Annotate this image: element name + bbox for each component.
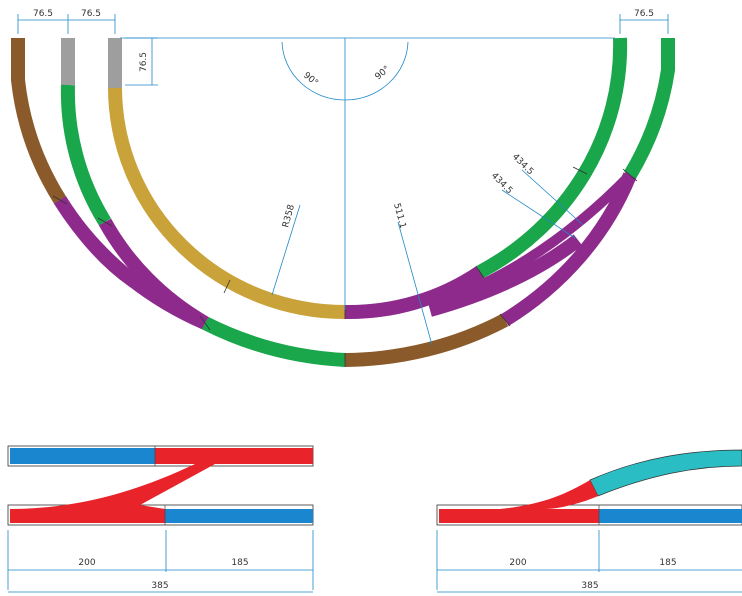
- radius-inner-leader: [271, 204, 301, 296]
- radius-middle-leader: [397, 221, 433, 346]
- switch-right-length-b: 185: [659, 558, 676, 568]
- outer-track-brown-bottom: [344, 313, 509, 367]
- radius-middle-label: 511.1: [391, 202, 407, 229]
- switch-left: 200 185 385: [7, 445, 314, 593]
- middle-track-green-left: [60, 84, 111, 226]
- switch-left-red-diverging: [10, 448, 313, 523]
- switch-right-red-diverging: [439, 480, 599, 523]
- gap-label-2: 76.5: [81, 9, 101, 19]
- angle-arc-right: [344, 41, 409, 101]
- middle-track-purple-crossover-right: [428, 234, 583, 317]
- inner-track-purple: [344, 266, 484, 320]
- radius-switch-a-leader: [521, 169, 584, 226]
- switch-left-blue-top: [10, 448, 155, 464]
- angle-arc-left: [281, 41, 346, 101]
- gap-dimensions: 76.5 76.5 76.5 76.5: [17, 9, 669, 86]
- outer-track-green-right: [623, 38, 675, 179]
- inner-track: [108, 38, 634, 320]
- switch-left-blue-bottom: [165, 509, 313, 523]
- radius-switch-b-leader: [501, 189, 576, 239]
- segment-joints: [52, 166, 638, 367]
- switch-right: 200 185 385: [436, 449, 742, 593]
- gap-label-right: 76.5: [634, 9, 654, 19]
- switch-left-total: 385: [151, 581, 168, 591]
- middle-track-purple-crossover-left: [54, 196, 139, 288]
- gap-label-1: 76.5: [33, 9, 53, 19]
- semicircle-layout: 90° 90° R358 511.1 434.5 434.5 76.5 76.5: [11, 9, 675, 367]
- outer-track-brown-left: [11, 38, 66, 204]
- switch-right-length-a: 200: [509, 558, 526, 568]
- inner-track-gold: [108, 87, 346, 319]
- switch-left-length-b: 185: [231, 558, 248, 568]
- switch-left-length-a: 200: [78, 558, 95, 568]
- outer-track-purple-right: [501, 172, 637, 326]
- inner-track-purple-switch: [428, 171, 634, 311]
- outer-track-green-bottom: [201, 316, 346, 367]
- middle-track: [54, 37, 628, 330]
- angle-right-label: 90°: [374, 64, 393, 82]
- radius-switch-a-label: 434.5: [510, 152, 535, 177]
- switch-right-blue: [599, 509, 742, 523]
- switch-right-total: 385: [581, 581, 598, 591]
- switch-right-teal-curve: [589, 449, 742, 497]
- gap-label-vertical: 76.5: [139, 52, 149, 72]
- middle-track-purple-left: [98, 218, 209, 330]
- radius-switch-b-label: 434.5: [489, 171, 514, 196]
- radius-inner-label: R358: [281, 203, 297, 228]
